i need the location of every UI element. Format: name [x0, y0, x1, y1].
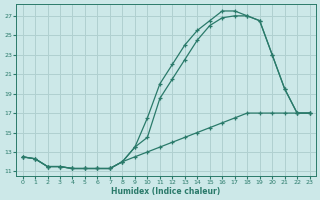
X-axis label: Humidex (Indice chaleur): Humidex (Indice chaleur)	[111, 187, 221, 196]
